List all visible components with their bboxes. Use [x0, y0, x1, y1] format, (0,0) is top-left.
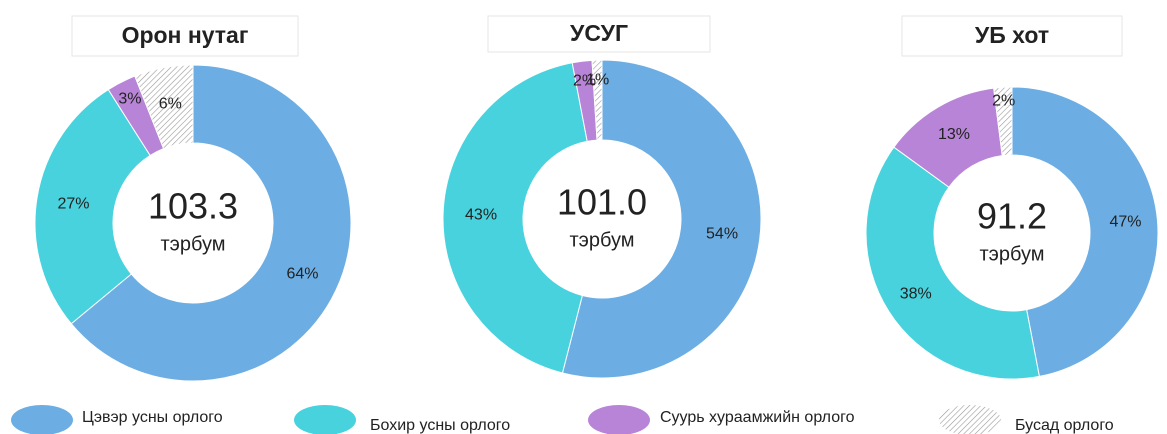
slice-label: 54%: [706, 225, 738, 242]
slice-label: 2%: [573, 72, 596, 89]
legend-label: Цэвэр усны орлого: [82, 409, 223, 426]
chart-title: УСУГ: [570, 20, 628, 46]
slice-label: 64%: [286, 266, 318, 283]
slice-label: 27%: [57, 195, 89, 212]
legend-label: Бусад орлого: [1015, 417, 1114, 434]
legend-swatch: [939, 405, 1001, 434]
slice-label: 13%: [938, 126, 970, 143]
slice-label: 1%: [586, 71, 609, 88]
title-box: [71, 15, 299, 57]
chart-title: Орон нутаг: [122, 22, 249, 48]
slice: [70, 64, 352, 382]
slice: [1011, 86, 1159, 377]
slice: [993, 86, 1013, 157]
center-unit: тэрбум: [160, 233, 225, 255]
slice: [561, 59, 762, 379]
center-value: 103.3: [148, 186, 238, 227]
slice: [865, 146, 1040, 380]
legend-swatch: [294, 405, 356, 434]
slice-label: 6%: [159, 95, 182, 112]
slice: [34, 88, 151, 325]
legend-label: Бохир усны орлого: [370, 417, 510, 434]
slice-label: 2%: [992, 92, 1015, 109]
center-unit: тэрбум: [979, 243, 1044, 265]
slice-label: 3%: [118, 90, 141, 107]
slice-label: 47%: [1109, 213, 1141, 230]
slice: [591, 59, 603, 141]
center-value: 101.0: [557, 182, 647, 223]
center-unit: тэрбум: [569, 229, 634, 251]
chart-title: УБ хот: [975, 22, 1049, 48]
center-value: 91.2: [977, 196, 1047, 237]
slice: [134, 64, 194, 150]
legend-swatch: [11, 405, 73, 434]
slice-label: 43%: [465, 206, 497, 223]
title-box: [901, 15, 1123, 57]
slice: [442, 62, 588, 374]
legend-swatch: [588, 405, 650, 434]
slice-label: 38%: [900, 285, 932, 302]
title-box: [487, 15, 711, 53]
legend-label: Суурь хураамжийн орлого: [660, 409, 855, 426]
